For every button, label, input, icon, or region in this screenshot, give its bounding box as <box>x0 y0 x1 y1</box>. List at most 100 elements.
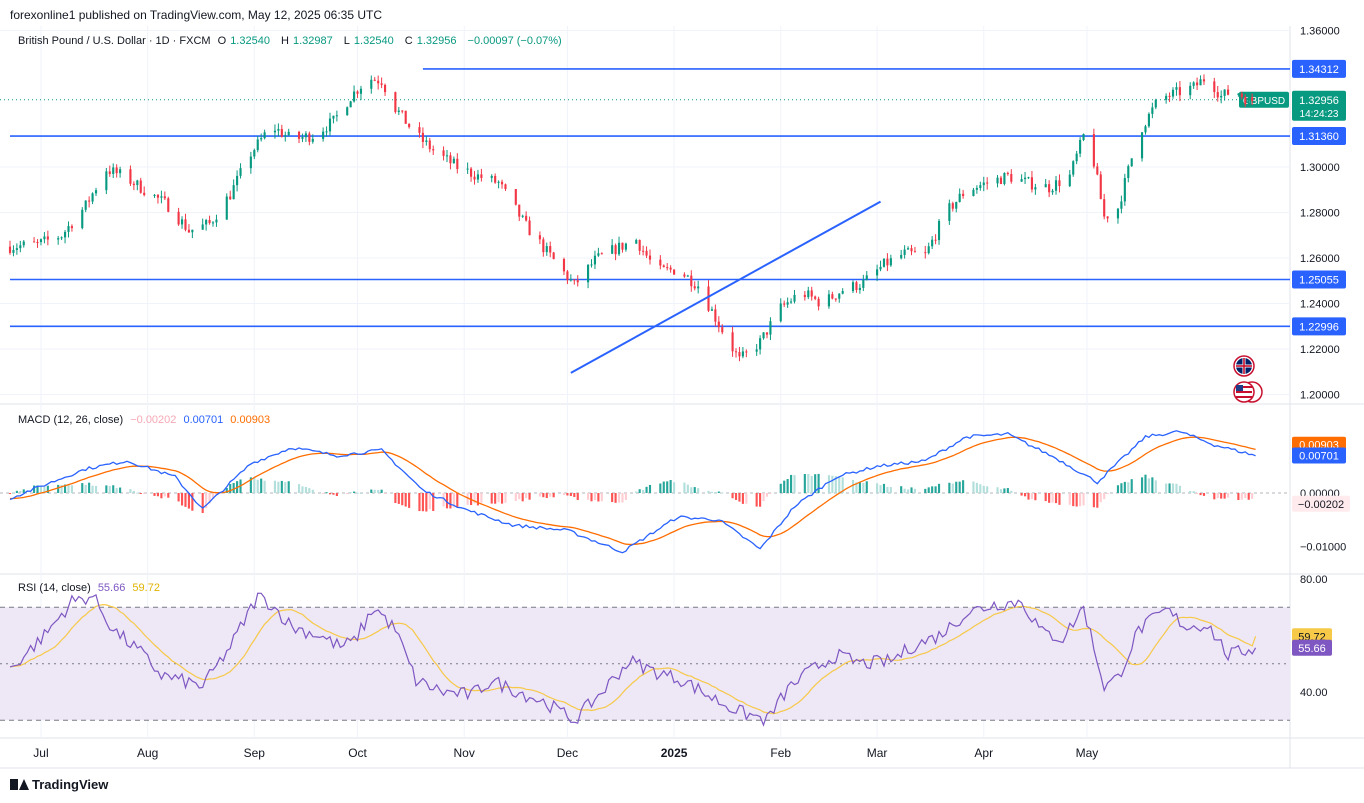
candle-body <box>287 131 290 136</box>
macd-hist-bar <box>432 493 435 511</box>
candle-body <box>215 219 218 223</box>
macd-hist-bar <box>442 493 445 507</box>
macd-hist-bar <box>88 482 91 493</box>
candle-body <box>256 139 259 151</box>
countdown-label: 14:24:23 <box>1300 109 1339 120</box>
rsi-ma-line <box>9 603 1257 715</box>
candle-body <box>139 180 142 193</box>
candle-body <box>232 185 235 200</box>
macd-hist-bar <box>1082 493 1085 506</box>
candle-body <box>105 171 108 191</box>
candle-body <box>903 249 906 255</box>
tradingview-brand: TradingView <box>32 777 109 792</box>
candle-body <box>986 182 989 184</box>
candle-body <box>353 91 356 102</box>
tradingview-footer[interactable]: TradingView <box>10 777 108 792</box>
macd-hist-bar <box>521 493 524 502</box>
macd-hist-bar <box>1048 493 1051 503</box>
candle-body <box>1237 93 1240 95</box>
candle-body <box>67 226 70 232</box>
level-price-tag <box>1292 127 1346 146</box>
macd-hist-bar <box>807 473 810 493</box>
macd-hist-bar <box>717 491 720 493</box>
candle-body <box>1030 177 1034 190</box>
candle-body <box>1130 158 1133 167</box>
time-tick-label: Dec <box>557 746 578 760</box>
macd-hist-bar <box>353 491 356 493</box>
uk-flag-icon <box>1233 355 1255 377</box>
candle-body <box>1082 134 1085 141</box>
macd-hist-bar <box>528 493 531 500</box>
close-value: 1.32956 <box>416 35 457 47</box>
candle-body <box>1240 93 1243 97</box>
candle-body <box>239 168 242 176</box>
macd-hist-bar <box>600 493 603 502</box>
macd-hist-bar <box>263 480 266 493</box>
candle-body <box>160 196 163 198</box>
macd-hist-bar <box>452 493 455 508</box>
macd-hist-bar <box>476 493 480 506</box>
macd-hist-bar <box>8 493 12 495</box>
macd-hist-bar <box>1079 493 1082 507</box>
macd-hist-bar <box>879 485 882 493</box>
macd-title[interactable]: MACD (12, 26, close) <box>18 414 124 426</box>
macd-hist-bar <box>518 493 521 500</box>
macd-hist-bar <box>731 493 734 499</box>
candle-body <box>143 192 146 196</box>
macd-hist-value: −0.00202 <box>130 414 177 426</box>
macd-hist-bar <box>862 482 865 493</box>
macd-hist-bar <box>163 493 166 497</box>
candle-body <box>635 240 638 244</box>
macd-hist-bar <box>975 482 978 493</box>
candle-body <box>476 174 480 180</box>
macd-hist-bar <box>597 493 600 502</box>
macd-hist-bar <box>617 493 621 503</box>
macd-hist-bar <box>913 488 917 493</box>
macd-hist-bar <box>882 483 886 493</box>
macd-hist-bar <box>779 483 782 493</box>
macd-hist-bar <box>741 493 744 504</box>
macd-hist-bar <box>205 493 208 509</box>
level-price-label: 1.25055 <box>1299 274 1339 286</box>
candle-body <box>408 123 411 128</box>
candle-body <box>924 252 927 254</box>
symbol-title[interactable]: British Pound / U.S. Dollar · 1D · FXCM <box>18 35 211 47</box>
candle-body <box>937 220 941 241</box>
candle-body <box>786 302 789 305</box>
candle-body <box>359 88 363 94</box>
candle-body <box>1216 92 1219 98</box>
macd-hist-bar <box>955 481 958 493</box>
candle-body <box>514 189 517 205</box>
candle-body <box>611 245 614 254</box>
price-tick-label: 1.24000 <box>1300 299 1340 311</box>
candle-body <box>617 242 621 255</box>
candle-body <box>418 127 421 133</box>
macd-hist-bar <box>549 493 552 497</box>
rsi-title[interactable]: RSI (14, close) <box>18 582 91 594</box>
candle-body <box>253 150 256 157</box>
macd-hist-bar <box>562 493 566 496</box>
time-tick-label: 2025 <box>661 746 688 760</box>
candle-body <box>1192 82 1195 86</box>
macd-hist-bar <box>1116 485 1120 493</box>
candle-body <box>783 303 786 305</box>
macd-hist-bar <box>156 493 160 497</box>
macd-hist-bar <box>827 475 830 493</box>
macd-hist-bar <box>1051 493 1054 503</box>
macd-hist-bar <box>910 487 913 493</box>
macd-hist-bar <box>1213 493 1216 500</box>
candle-body <box>817 298 820 307</box>
candle-body <box>380 83 383 85</box>
candle-body <box>1168 95 1171 97</box>
candle-body <box>745 351 748 353</box>
macd-hist-bar <box>380 489 383 493</box>
candle-body <box>762 332 765 339</box>
candle-body <box>838 293 841 299</box>
candle-body <box>12 249 15 253</box>
candle-body <box>841 291 844 294</box>
macd-hist-bar <box>12 492 15 494</box>
macd-hist-bar <box>962 480 965 493</box>
macd-hist-bar <box>301 486 304 493</box>
candle-body <box>442 150 445 156</box>
